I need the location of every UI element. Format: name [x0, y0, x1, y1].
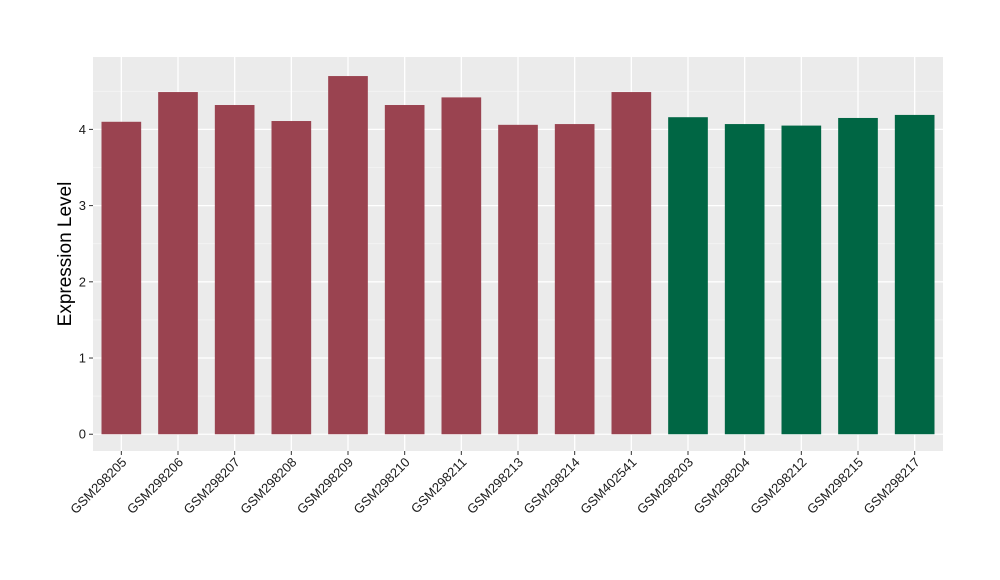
bar-gsm298207 — [214, 105, 255, 435]
y-tick-label: 1 — [79, 351, 86, 366]
bar-gsm298204 — [724, 124, 765, 435]
bar-gsm298206 — [158, 92, 198, 435]
y-axis: 0 1 2 3 4 — [79, 122, 93, 442]
bar-gsm298213 — [498, 124, 538, 435]
y-axis-title: Expression Level — [55, 182, 76, 327]
bar-gsm298208 — [271, 121, 312, 435]
y-tick-label: 4 — [79, 122, 86, 137]
bar-gsm298211 — [441, 97, 482, 435]
bar-gsm298215 — [838, 117, 878, 435]
bars — [101, 76, 935, 435]
y-tick-label: 3 — [79, 198, 86, 213]
bar-gsm298203 — [668, 117, 708, 435]
bar-gsm402541 — [611, 92, 652, 435]
bar-gsm298209 — [328, 76, 368, 435]
bar-gsm298217 — [894, 114, 935, 435]
bar-gsm298214 — [554, 124, 595, 435]
bar-gsm298212 — [781, 125, 822, 435]
y-tick-label: 2 — [79, 274, 86, 289]
y-tick-label: 0 — [79, 427, 86, 442]
bar-gsm298205 — [101, 121, 142, 435]
bar-gsm298210 — [384, 105, 425, 435]
